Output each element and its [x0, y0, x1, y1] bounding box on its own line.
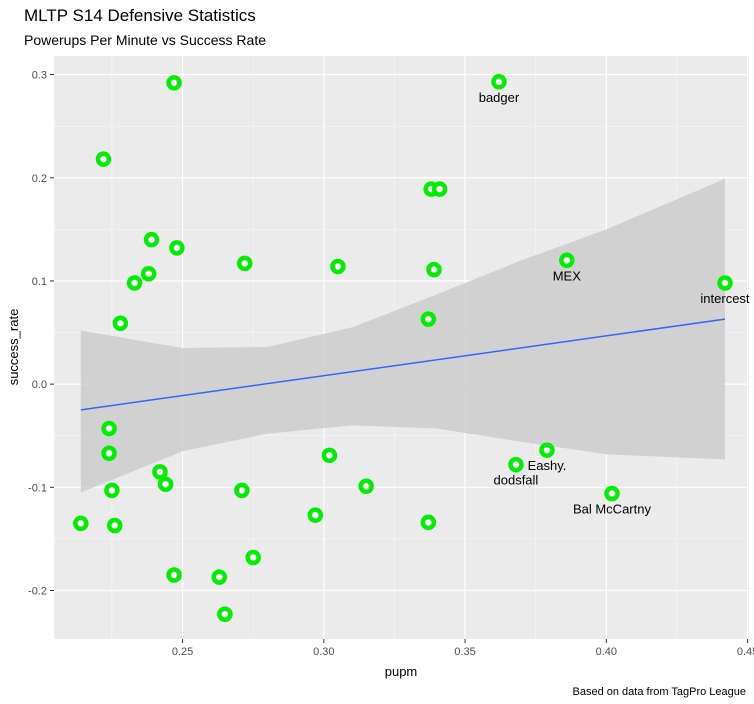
data-point [428, 264, 439, 275]
x-axis-ticks: 0.25 0.30 0.35 0.40 0.45 [172, 639, 754, 658]
data-point [239, 258, 250, 269]
data-point [160, 479, 171, 490]
data-point [236, 485, 247, 496]
point-label: Bal McCartny [573, 502, 652, 517]
data-point [361, 481, 372, 492]
point-label: MEX [553, 268, 582, 283]
y-tick-label: 0.2 [32, 173, 47, 185]
data-point [169, 77, 180, 88]
data-point [719, 278, 730, 289]
point-label: Eashy. [528, 458, 567, 473]
data-point [109, 520, 120, 531]
data-point [423, 314, 434, 325]
x-tick-label: 0.35 [454, 646, 475, 658]
data-point [541, 445, 552, 456]
y-tick-label: 0.3 [32, 70, 47, 82]
data-point [324, 450, 335, 461]
data-point [115, 318, 126, 329]
y-tick-label: -0.1 [28, 482, 47, 494]
data-point [310, 510, 321, 521]
point-label: badger [479, 90, 520, 105]
x-tick-label: 0.25 [172, 646, 193, 658]
y-axis-label: success_rate [6, 309, 21, 386]
source-caption: Based on data from TagPro League [573, 686, 746, 698]
data-point [104, 423, 115, 434]
data-point [129, 278, 140, 289]
x-tick-label: 0.45 [737, 646, 754, 658]
point-label: intercest [700, 291, 750, 306]
y-axis-ticks: -0.2 -0.1 0.0 0.1 0.2 0.3 [28, 70, 54, 598]
data-point [423, 517, 434, 528]
data-point [332, 261, 343, 272]
x-tick-label: 0.30 [313, 646, 334, 658]
x-axis-label: pupm [385, 664, 418, 679]
data-point [143, 268, 154, 279]
data-point [510, 459, 521, 470]
data-point [75, 518, 86, 529]
point-label: dodsfall [494, 473, 539, 488]
data-point [146, 234, 157, 245]
y-tick-label: -0.2 [28, 586, 47, 598]
data-point [606, 488, 617, 499]
data-point [106, 485, 117, 496]
data-point [214, 572, 225, 583]
x-tick-label: 0.40 [596, 646, 617, 658]
data-point [104, 448, 115, 459]
data-point [169, 570, 180, 581]
data-point [434, 184, 445, 195]
data-point [154, 466, 165, 477]
data-point [248, 552, 259, 563]
data-point [219, 609, 230, 620]
data-point [171, 242, 182, 253]
y-tick-label: 0.1 [32, 276, 47, 288]
data-point [561, 255, 572, 266]
y-tick-label: 0.0 [32, 379, 47, 391]
data-point [493, 76, 504, 87]
data-point [98, 154, 109, 165]
